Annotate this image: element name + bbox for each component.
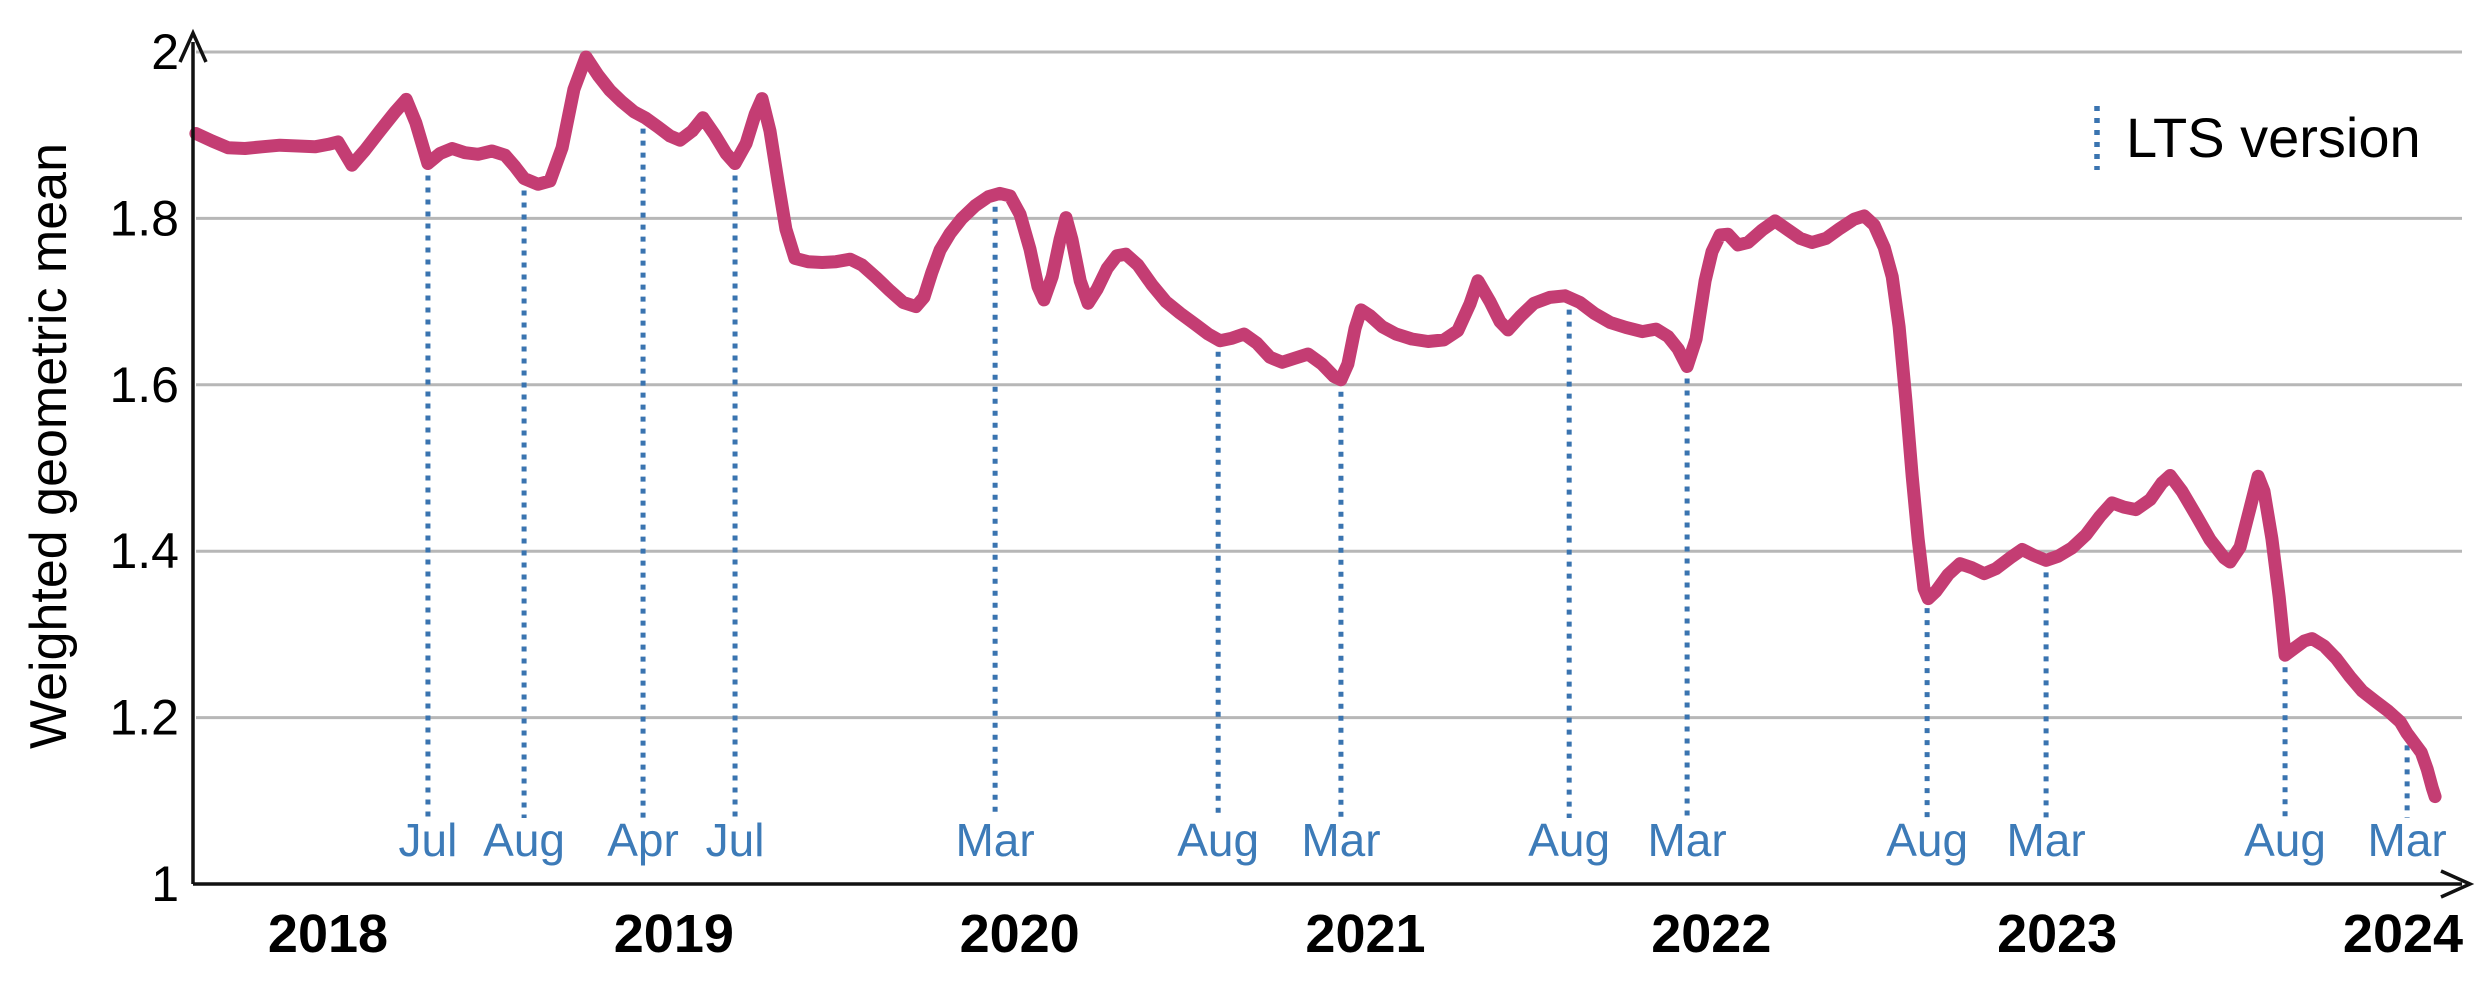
- y-tick-labels: 1 1.2 1.4 1.6 1.8 2: [109, 24, 179, 912]
- y-tick-label: 2: [151, 24, 179, 80]
- y-tick-label: 1.4: [109, 523, 179, 579]
- x-year-label: 2022: [1651, 904, 1771, 964]
- lts-month-label: Mar: [2006, 814, 2085, 866]
- gridlines: [196, 50, 2462, 720]
- x-year-label: 2018: [268, 904, 388, 964]
- lts-month-labels: Jul Aug Apr Jul Mar Aug Mar Aug Mar Aug Mar Aug Mar: [399, 814, 2447, 866]
- lts-month-label: Apr: [607, 814, 679, 866]
- y-axis-arrow-icon: [178, 28, 208, 63]
- lts-month-label: Aug: [1886, 814, 1968, 866]
- x-year-labels: 2018 2019 2020 2021 2022 2023 2024: [268, 904, 2463, 964]
- legend-label: LTS version: [2126, 106, 2421, 169]
- weighted-geometric-mean-line: [189, 50, 2442, 804]
- x-year-label: 2019: [614, 904, 734, 964]
- lts-month-label: Mar: [1301, 814, 1380, 866]
- y-axis-title: Weighted geometric mean: [20, 143, 78, 749]
- y-tick-label: 1: [151, 856, 179, 912]
- lts-month-label: Mar: [955, 814, 1034, 866]
- lts-month-label: Mar: [2368, 814, 2447, 866]
- lts-month-label: Aug: [1177, 814, 1259, 866]
- x-year-label: 2024: [2343, 904, 2463, 964]
- lts-marker-lines: [425, 128, 2410, 818]
- lts-month-label: Jul: [399, 814, 458, 866]
- lts-month-label: Aug: [1528, 814, 1610, 866]
- x-year-label: 2023: [1997, 904, 2117, 964]
- x-axis-arrow-icon: [2440, 869, 2475, 899]
- lts-month-label: Jul: [706, 814, 765, 866]
- y-tick-label: 1.8: [109, 190, 179, 246]
- y-tick-label: 1.6: [109, 357, 179, 413]
- x-year-label: 2020: [960, 904, 1080, 964]
- lts-month-label: Mar: [1647, 814, 1726, 866]
- lts-month-label: Aug: [483, 814, 565, 866]
- lts-month-label: Aug: [2244, 814, 2326, 866]
- x-year-label: 2021: [1305, 904, 1425, 964]
- y-tick-label: 1.2: [109, 690, 179, 746]
- legend: LTS version: [2094, 106, 2421, 170]
